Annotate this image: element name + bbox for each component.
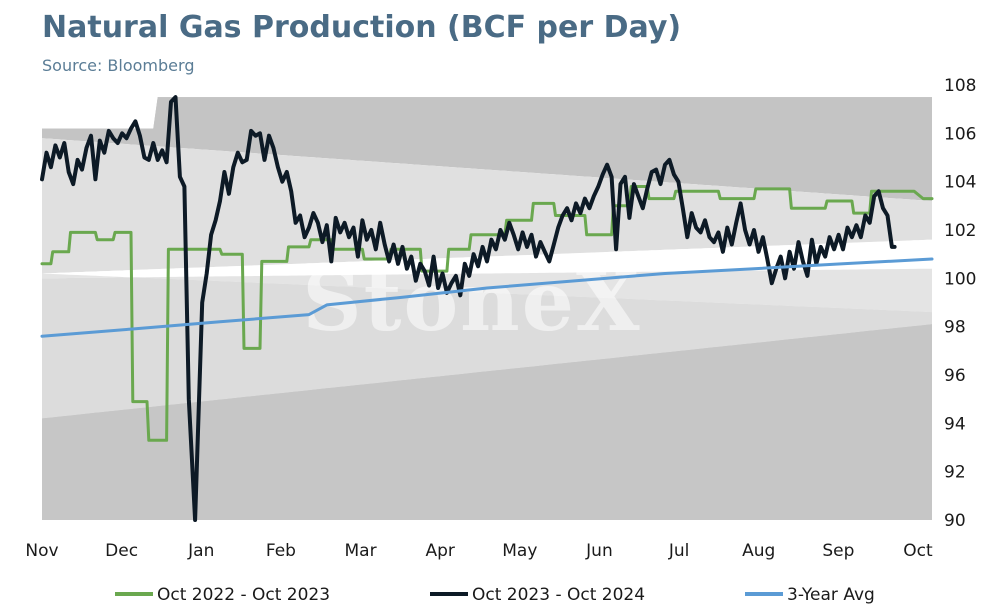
x-tick-label: Feb <box>266 541 296 561</box>
chart-title: Natural Gas Production (BCF per Day) <box>42 10 682 45</box>
series-line-2 <box>40 95 897 522</box>
y-tick-label: 98 <box>944 318 966 338</box>
band-below-min <box>42 324 932 520</box>
legend-label: Oct 2022 - Oct 2023 <box>157 585 330 605</box>
y-tick-label: 100 <box>944 269 976 289</box>
y-tick-label: 106 <box>944 124 976 144</box>
y-tick-label: 90 <box>944 511 966 531</box>
x-tick-label: Aug <box>742 541 775 561</box>
x-tick-label: Jul <box>668 541 690 561</box>
x-tick-label: Jun <box>585 541 613 561</box>
legend: Oct 2022 - Oct 2023 Oct 2023 - Oct 2024 3-… <box>115 585 875 605</box>
x-tick-label: Apr <box>425 541 454 561</box>
legend-label: 3-Year Avg <box>787 585 875 605</box>
series-lines <box>40 95 934 522</box>
x-tick-label: Jan <box>187 541 214 561</box>
y-axis: 108 106 104 102 100 98 96 94 92 90 <box>944 76 976 531</box>
y-tick-label: 96 <box>944 366 966 386</box>
y-tick-label: 102 <box>944 221 976 241</box>
band-upper-outer <box>42 97 932 201</box>
x-tick-label: Sep <box>822 541 854 561</box>
x-tick-label: Mar <box>345 541 377 561</box>
x-tick-label: Oct <box>903 541 933 561</box>
band-lower-outer <box>42 273 932 419</box>
series-line-3 <box>40 257 934 338</box>
y-tick-label: 108 <box>944 76 976 96</box>
y-tick-label: 104 <box>944 173 976 193</box>
band-mid-light <box>42 268 932 313</box>
y-tick-label: 94 <box>944 414 966 434</box>
x-tick-label: May <box>502 541 537 561</box>
x-axis: Nov Dec Jan Feb Mar Apr May Jun Jul Aug Sep Oct <box>25 541 933 561</box>
legend-label: Oct 2023 - Oct 2024 <box>472 585 645 605</box>
x-tick-label: Dec <box>105 541 138 561</box>
chart-subtitle: Source: Bloomberg <box>42 56 195 75</box>
y-tick-label: 92 <box>944 463 966 483</box>
x-tick-label: Nov <box>25 541 58 561</box>
series-line-1 <box>40 185 934 442</box>
band-above-max <box>42 85 932 129</box>
